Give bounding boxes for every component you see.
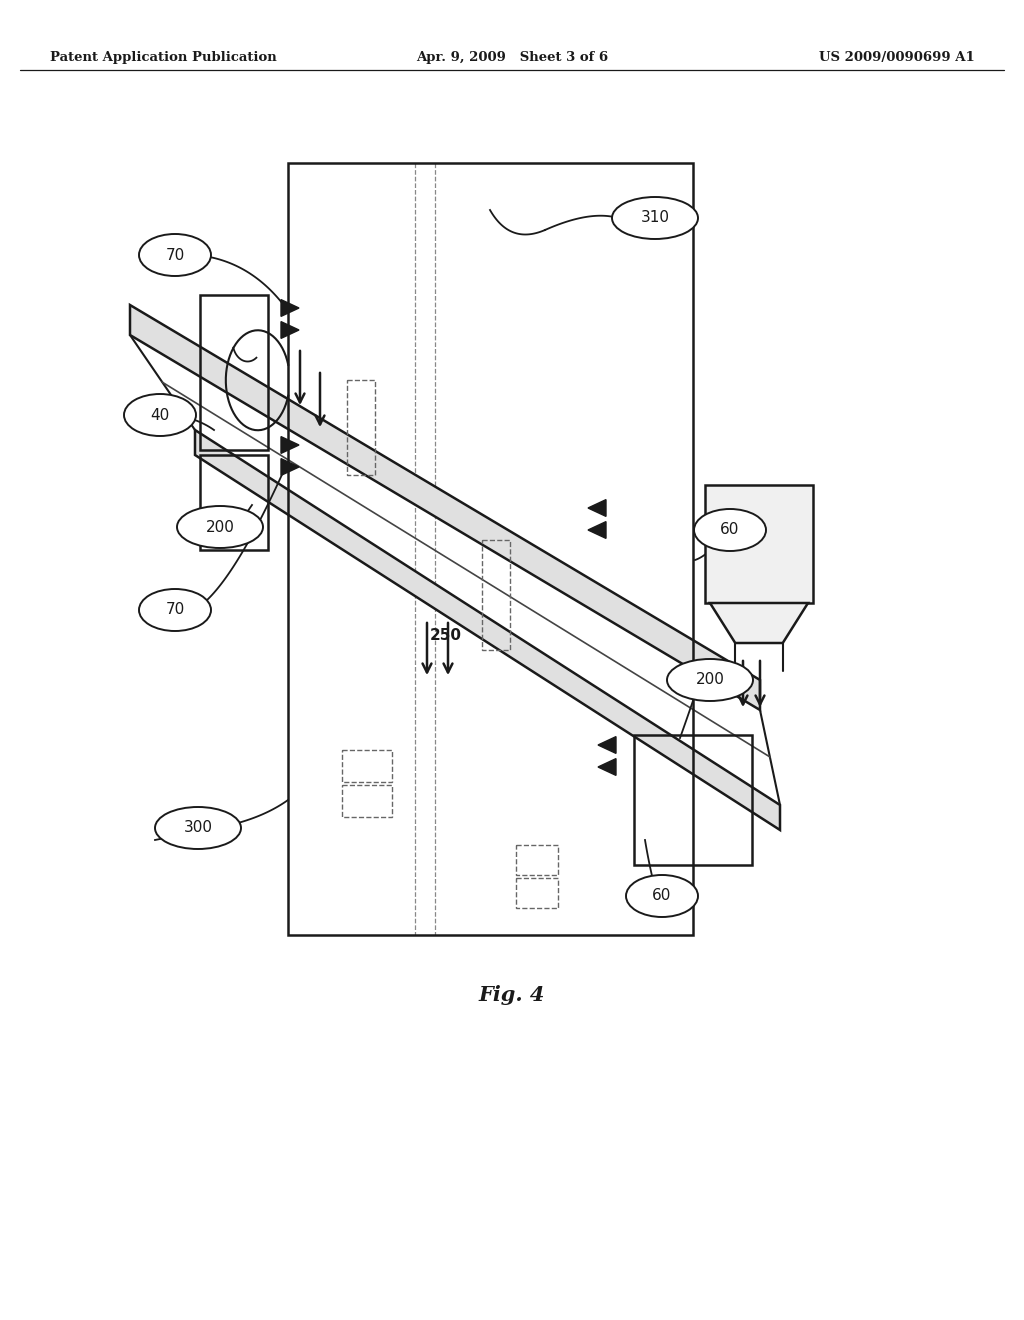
Ellipse shape bbox=[124, 393, 196, 436]
Polygon shape bbox=[710, 603, 808, 643]
Ellipse shape bbox=[612, 197, 698, 239]
Ellipse shape bbox=[139, 589, 211, 631]
Ellipse shape bbox=[694, 510, 766, 550]
Text: 200: 200 bbox=[695, 672, 724, 688]
Polygon shape bbox=[281, 322, 299, 338]
Polygon shape bbox=[281, 437, 299, 453]
Text: 70: 70 bbox=[165, 602, 184, 618]
Text: Patent Application Publication: Patent Application Publication bbox=[50, 50, 276, 63]
Text: 70: 70 bbox=[165, 248, 184, 263]
Bar bbox=[516, 845, 558, 875]
Polygon shape bbox=[281, 300, 299, 317]
Ellipse shape bbox=[177, 506, 263, 548]
Polygon shape bbox=[588, 521, 606, 539]
Bar bbox=[516, 878, 558, 908]
Polygon shape bbox=[281, 458, 299, 475]
Text: Apr. 9, 2009   Sheet 3 of 6: Apr. 9, 2009 Sheet 3 of 6 bbox=[416, 50, 608, 63]
Bar bbox=[342, 785, 392, 817]
Polygon shape bbox=[598, 759, 616, 775]
Polygon shape bbox=[598, 737, 616, 754]
Ellipse shape bbox=[626, 875, 698, 917]
Bar bbox=[288, 162, 693, 935]
Bar bbox=[347, 380, 375, 475]
Polygon shape bbox=[195, 430, 780, 830]
Bar bbox=[634, 735, 752, 865]
Text: 60: 60 bbox=[720, 523, 739, 537]
Ellipse shape bbox=[155, 807, 241, 849]
Text: 300: 300 bbox=[183, 821, 213, 836]
Text: 40: 40 bbox=[151, 408, 170, 422]
Polygon shape bbox=[130, 305, 760, 710]
Polygon shape bbox=[588, 499, 606, 516]
Ellipse shape bbox=[139, 234, 211, 276]
Text: 60: 60 bbox=[652, 888, 672, 903]
Bar bbox=[200, 294, 268, 450]
Text: 250: 250 bbox=[430, 627, 462, 643]
Bar bbox=[482, 540, 510, 649]
Text: US 2009/0090699 A1: US 2009/0090699 A1 bbox=[819, 50, 975, 63]
Bar bbox=[705, 484, 813, 603]
Bar bbox=[200, 455, 268, 550]
Text: 200: 200 bbox=[206, 520, 234, 535]
Ellipse shape bbox=[667, 659, 753, 701]
Bar bbox=[342, 750, 392, 781]
Text: 310: 310 bbox=[640, 210, 670, 226]
Text: Fig. 4: Fig. 4 bbox=[479, 985, 545, 1005]
